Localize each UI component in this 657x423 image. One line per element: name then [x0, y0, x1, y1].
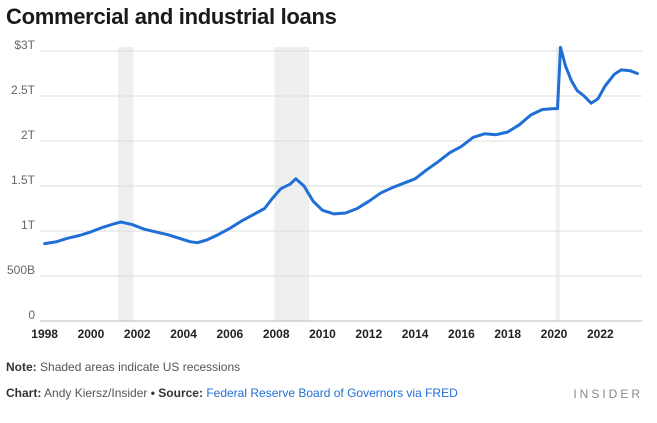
- x-tick-label: 2000: [78, 327, 105, 341]
- recession-bands: [118, 47, 560, 321]
- note-text: Shaded areas indicate US recessions: [40, 360, 241, 374]
- series-layer: [43, 45, 639, 246]
- chart-title: Commercial and industrial loans: [6, 4, 337, 29]
- x-tick-label: 2022: [587, 327, 614, 341]
- line-chart: 0 500B 1T 1.5T 2T 2.5T $3T 1998 2000 2002 2004 200…: [7, 38, 642, 341]
- x-tick-label: 2004: [170, 327, 197, 341]
- source-link[interactable]: Federal Reserve Board of Governors via F…: [206, 386, 458, 400]
- gridlines: [40, 50, 642, 322]
- y-tick-label: 1.5T: [11, 173, 36, 187]
- y-tick-label: 2.5T: [11, 83, 36, 97]
- x-tick-label: 1998: [31, 327, 58, 341]
- source-label: Source:: [158, 386, 203, 400]
- recession-band: [118, 47, 134, 321]
- x-tick-label: 2018: [494, 327, 521, 341]
- x-tick-label: 2006: [217, 327, 244, 341]
- x-tick-label: 2014: [402, 327, 429, 341]
- credit-text: Andy Kiersz/Insider: [44, 386, 148, 400]
- recession-band: [555, 47, 560, 321]
- x-axis: 1998 2000 2002 2004 2006 2008 2010 2012 2014 2016…: [31, 327, 614, 341]
- y-tick-label: 1T: [21, 218, 36, 232]
- series-line: [43, 45, 639, 246]
- x-tick-label: 2016: [448, 327, 475, 341]
- y-tick-label: 500B: [7, 263, 35, 277]
- chart-note: Note: Shaded areas indicate US recession…: [6, 360, 240, 374]
- x-tick-label: 2008: [263, 327, 290, 341]
- y-axis: 0 500B 1T 1.5T 2T 2.5T $3T: [7, 38, 36, 322]
- bullet-separator: •: [150, 386, 155, 400]
- y-tick-label: $3T: [14, 38, 35, 52]
- x-tick-label: 2020: [541, 327, 568, 341]
- credit-label: Chart:: [6, 386, 42, 400]
- y-tick-label: 0: [28, 308, 35, 322]
- chart-credits: Chart: Andy Kiersz/Insider • Source: Fed…: [6, 386, 458, 400]
- note-label: Note:: [6, 360, 37, 374]
- insider-logo: INSIDER: [573, 387, 643, 401]
- x-tick-label: 2010: [309, 327, 336, 341]
- x-tick-label: 2002: [124, 327, 151, 341]
- y-tick-label: 2T: [21, 128, 36, 142]
- x-tick-label: 2012: [355, 327, 382, 341]
